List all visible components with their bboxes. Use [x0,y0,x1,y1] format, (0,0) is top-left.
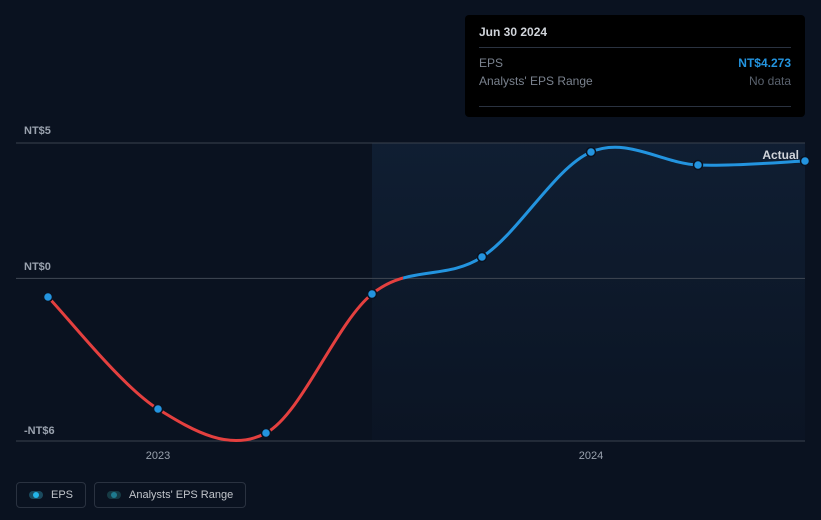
data-point[interactable] [801,157,810,166]
y-axis-label: NT$5 [24,125,51,137]
tooltip-row: EPS NT$4.273 [479,54,791,72]
data-point[interactable] [44,293,53,302]
chart-svg [16,143,805,441]
data-point[interactable] [694,161,703,170]
data-point[interactable] [478,253,487,262]
legend-swatch [29,491,43,499]
data-point[interactable] [368,290,377,299]
y-axis-label: -NT$6 [24,425,55,437]
tooltip-date: Jun 30 2024 [479,25,791,48]
legend-item[interactable]: EPS [16,482,86,508]
y-axis-label: NT$0 [24,261,51,273]
legend-item[interactable]: Analysts' EPS Range [94,482,246,508]
legend-label: EPS [51,489,73,501]
tooltip-row: Analysts' EPS Range No data [479,72,791,90]
legend: EPS Analysts' EPS Range [16,482,246,508]
tooltip-row-label: Analysts' EPS Range [479,74,593,88]
tooltip-row-value: NT$4.273 [738,56,791,70]
x-axis-label: 2024 [579,450,603,462]
tooltip-row-label: EPS [479,56,503,70]
x-axis-label: 2023 [146,450,170,462]
data-point[interactable] [587,148,596,157]
data-point[interactable] [262,429,271,438]
tooltip-row-value: No data [749,74,791,88]
chart-container: { "tooltip": { "position": { "left": 465… [0,0,821,520]
tooltip: Jun 30 2024 EPS NT$4.273 Analysts' EPS Ran… [465,15,805,117]
actual-label: Actual [762,148,799,162]
legend-swatch [107,491,121,499]
chart-plot [16,143,805,441]
legend-label: Analysts' EPS Range [129,489,233,501]
data-point[interactable] [154,405,163,414]
